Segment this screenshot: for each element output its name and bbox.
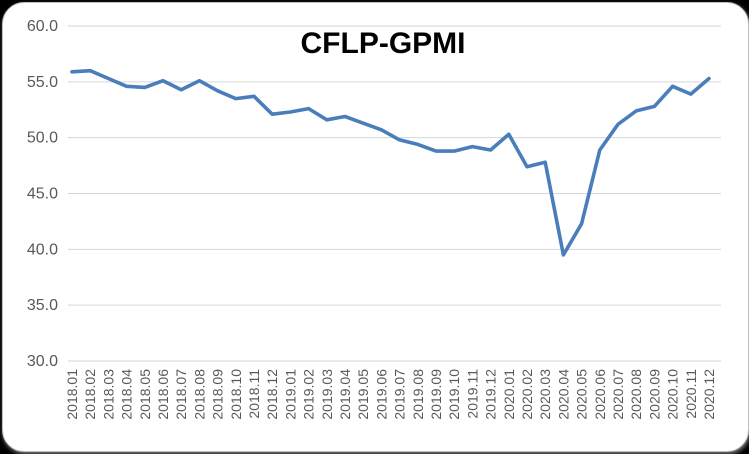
y-tick-label: 30.0 — [27, 353, 58, 370]
x-tick-label: 2020.11 — [683, 369, 699, 419]
x-axis-tick-labels: 2018.01 2018.02 2018.03 2018.04 2018.05 2018.… — [64, 369, 717, 420]
y-tick-label: 50.0 — [27, 130, 58, 147]
x-tick-label: 2018.03 — [100, 369, 116, 420]
y-tick-label: 45.0 — [27, 186, 58, 203]
x-tick-label: 2018.11 — [246, 369, 262, 419]
x-tick-label: 2020.05 — [574, 369, 590, 420]
x-tick-label: 2019.10 — [446, 369, 462, 420]
x-tick-label: 2018.07 — [173, 369, 189, 420]
x-tick-label: 2018.09 — [210, 369, 226, 420]
x-tick-label: 2019.06 — [373, 369, 389, 420]
x-tick-label: 2018.08 — [191, 369, 207, 420]
y-tick-label: 40.0 — [27, 241, 58, 258]
x-tick-label: 2018.01 — [64, 369, 80, 420]
x-tick-label: 2018.02 — [82, 369, 98, 420]
chart-title: CFLP-GPMI — [301, 27, 466, 60]
x-tick-label: 2018.06 — [155, 369, 171, 420]
x-tick-label: 2020.12 — [701, 369, 717, 420]
x-tick-label: 2019.08 — [410, 369, 426, 420]
gridlines — [68, 25, 721, 362]
x-tick-label: 2018.12 — [264, 369, 280, 420]
x-tick-label: 2019.02 — [301, 369, 317, 420]
data-series — [70, 68, 711, 257]
x-tick-label: 2018.05 — [137, 369, 153, 420]
x-tick-label: 2019.12 — [483, 369, 499, 420]
x-tick-label: 2019.05 — [355, 369, 371, 420]
y-axis-tick-labels: 60.0 55.0 50.0 45.0 40.0 35.0 30.0 — [27, 18, 58, 370]
line-chart: 60.055.050.045.040.035.030.0 2018.01 2018… — [27, 18, 721, 420]
x-tick-label: 2019.07 — [392, 369, 408, 420]
x-tick-label: 2018.10 — [228, 369, 244, 420]
series-line — [70, 68, 711, 257]
x-tick-label: 2019.04 — [337, 369, 353, 420]
x-tick-label: 2019.11 — [464, 369, 480, 419]
x-tick-label: 2018.04 — [119, 369, 135, 420]
x-tick-label: 2019.01 — [282, 369, 298, 420]
x-tick-label: 2019.09 — [428, 369, 444, 420]
y-tick-label: 60.0 — [27, 18, 58, 35]
x-tick-label: 2020.08 — [628, 369, 644, 420]
x-tick-label: 2020.03 — [537, 369, 553, 420]
x-tick-label: 2020.07 — [610, 369, 626, 420]
y-tick-label: 55.0 — [27, 74, 58, 91]
x-tick-label: 2019.03 — [319, 369, 335, 420]
x-tick-label: 2020.01 — [501, 369, 517, 420]
x-tick-label: 2020.02 — [519, 369, 535, 420]
x-tick-label: 2020.06 — [592, 369, 608, 420]
x-tick-label: 2020.09 — [646, 369, 662, 420]
x-tick-label: 2020.10 — [665, 369, 681, 420]
y-tick-label: 35.0 — [27, 297, 58, 314]
x-tick-label: 2020.04 — [555, 369, 571, 420]
